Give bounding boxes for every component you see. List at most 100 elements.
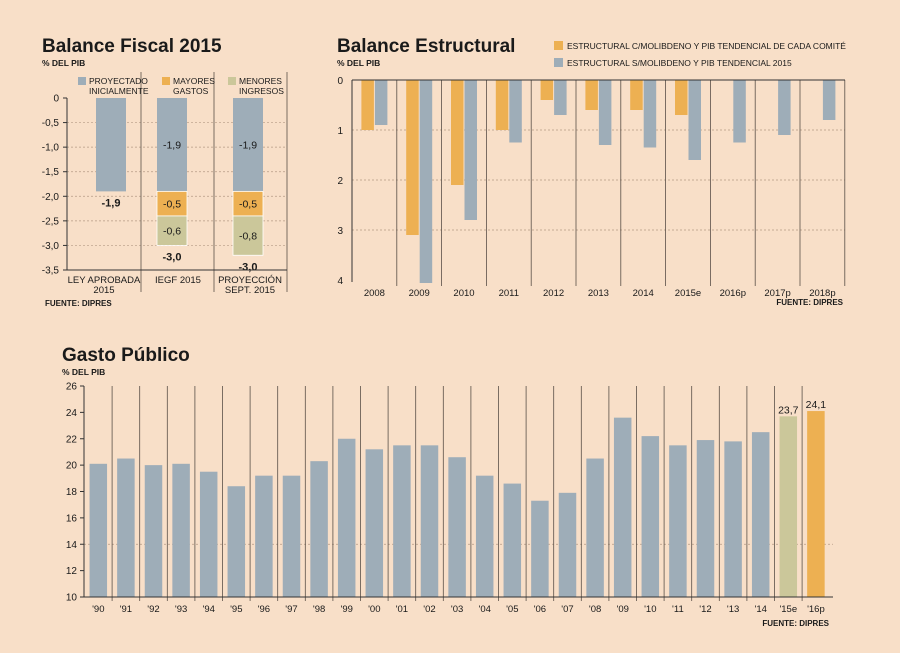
legend-label: INICIALMENTE xyxy=(89,86,149,96)
bar-gasto-publico xyxy=(365,449,384,597)
legend-label: PROYECTADO xyxy=(89,76,148,86)
bar-sin-molibdeno xyxy=(733,80,746,143)
category-label: '96 xyxy=(258,604,270,615)
bar-gasto-publico xyxy=(310,461,328,597)
bar-sin-molibdeno xyxy=(509,80,522,143)
category-label: 2012 xyxy=(543,288,564,299)
category-label: '13 xyxy=(727,604,739,615)
category-label: IEGF 2015 xyxy=(155,275,201,286)
segment-value-label: -0,8 xyxy=(239,231,257,243)
stacked-bar-segment xyxy=(96,98,126,192)
y-tick-label: 4 xyxy=(337,276,343,287)
y-tick-label: -3,0 xyxy=(42,241,60,252)
total-value-label: -3,0 xyxy=(239,261,258,273)
balance-fiscal-unit: % DEL PIB xyxy=(42,58,85,68)
bar-gasto-publico xyxy=(448,457,466,597)
bar-gasto-publico xyxy=(227,486,246,597)
y-tick-label: 10 xyxy=(66,593,78,604)
total-value-label: -1,9 xyxy=(102,197,121,209)
bar-gasto-publico xyxy=(393,445,411,597)
segment-value-label: -1,9 xyxy=(239,140,257,152)
y-tick-label: 2 xyxy=(337,176,343,187)
category-label: '00 xyxy=(368,604,380,615)
y-tick-label: -0,5 xyxy=(42,118,60,129)
category-label: 2014 xyxy=(633,288,654,299)
y-tick-label: 12 xyxy=(66,566,78,577)
bar-gasto-publico xyxy=(751,432,770,597)
bar-con-molibdeno xyxy=(540,80,554,100)
gasto-publico-title: Gasto Público xyxy=(62,345,190,366)
category-label: '14 xyxy=(755,604,767,615)
y-tick-label: 0 xyxy=(337,76,343,87)
y-tick-label: -1,5 xyxy=(42,167,60,178)
gasto-publico-chart: Gasto Público % DEL PIB 10 12 14 16 18 20 22 24… xyxy=(62,345,833,628)
balance-estructural-chart: Balance Estructural % DEL PIB ESTRUCTURA… xyxy=(337,36,846,307)
bar-sin-molibdeno xyxy=(822,80,836,120)
bar-gasto-publico xyxy=(255,475,273,597)
category-label: '10 xyxy=(644,604,656,615)
y-tick-label: 26 xyxy=(66,382,78,393)
bar-con-molibdeno xyxy=(585,80,598,110)
bar-gasto-publico xyxy=(807,411,825,597)
bar-gasto-publico xyxy=(724,441,742,597)
category-label: '08 xyxy=(589,604,601,615)
bar-gasto-publico xyxy=(669,445,687,597)
category-label: '12 xyxy=(699,604,711,615)
category-label: 2015 xyxy=(93,285,114,296)
category-label: '02 xyxy=(423,604,435,615)
bar-value-label: 24,1 xyxy=(806,399,827,411)
stacked-bar-segment xyxy=(156,215,188,246)
stacked-bar-segment xyxy=(233,98,263,192)
bar-gasto-publico xyxy=(337,438,356,597)
y-tick-label: 18 xyxy=(66,487,78,498)
category-label: '05 xyxy=(506,604,518,615)
y-tick-label: 3 xyxy=(337,226,343,237)
category-label: '04 xyxy=(479,604,491,615)
balance-estructural-unit: % DEL PIB xyxy=(337,58,380,68)
category-label: '97 xyxy=(285,604,297,615)
category-label: '94 xyxy=(203,604,215,615)
gasto-publico-source: FUENTE: DIPRES xyxy=(762,619,829,628)
category-label: '15e xyxy=(779,604,797,615)
category-label: 2018p xyxy=(809,288,835,299)
stacked-bar-segment xyxy=(156,190,188,217)
category-label: '91 xyxy=(120,604,132,615)
bar-sin-molibdeno xyxy=(688,80,701,160)
balance-estructural-source: FUENTE: DIPRES xyxy=(776,298,843,307)
legend-swatch xyxy=(78,77,86,85)
bar-gasto-publico xyxy=(199,471,218,597)
bar-sin-molibdeno xyxy=(643,80,657,148)
y-tick-label: 0 xyxy=(53,94,59,105)
category-label: 2009 xyxy=(409,288,430,299)
balance-estructural-title: Balance Estructural xyxy=(337,36,515,57)
y-tick-label: 14 xyxy=(66,540,78,551)
legend-label: MENORES xyxy=(239,76,282,86)
bar-gasto-publico xyxy=(558,492,577,597)
category-label: 2015e xyxy=(675,288,701,299)
category-label: 2011 xyxy=(499,288,519,299)
y-tick-label: -2,0 xyxy=(42,192,60,203)
legend-swatch xyxy=(228,77,236,85)
category-label: PROYECCIÓN xyxy=(218,275,282,286)
category-label: 2013 xyxy=(588,288,609,299)
legend-label: GASTOS xyxy=(173,86,209,96)
category-label: 2017p xyxy=(764,288,790,299)
segment-value-label: -0,5 xyxy=(239,199,257,211)
bar-sin-molibdeno xyxy=(778,80,791,135)
bar-gasto-publico xyxy=(282,475,301,597)
category-label: LEY APROBADA xyxy=(68,275,141,286)
bar-gasto-publico xyxy=(586,458,604,597)
category-label: '92 xyxy=(147,604,159,615)
y-tick-label: 24 xyxy=(66,408,78,419)
y-tick-label: 1 xyxy=(337,126,343,137)
gasto-publico-unit: % DEL PIB xyxy=(62,367,105,377)
bar-con-molibdeno xyxy=(361,80,374,130)
category-label: 2010 xyxy=(453,288,474,299)
segment-value-label: -0,5 xyxy=(163,199,181,211)
bar-con-molibdeno xyxy=(451,80,464,185)
y-tick-label: 16 xyxy=(66,513,78,524)
bar-gasto-publico xyxy=(89,463,108,597)
bar-value-label: 23,7 xyxy=(778,404,799,416)
category-label: 2016p xyxy=(720,288,746,299)
category-label: '01 xyxy=(396,604,408,615)
